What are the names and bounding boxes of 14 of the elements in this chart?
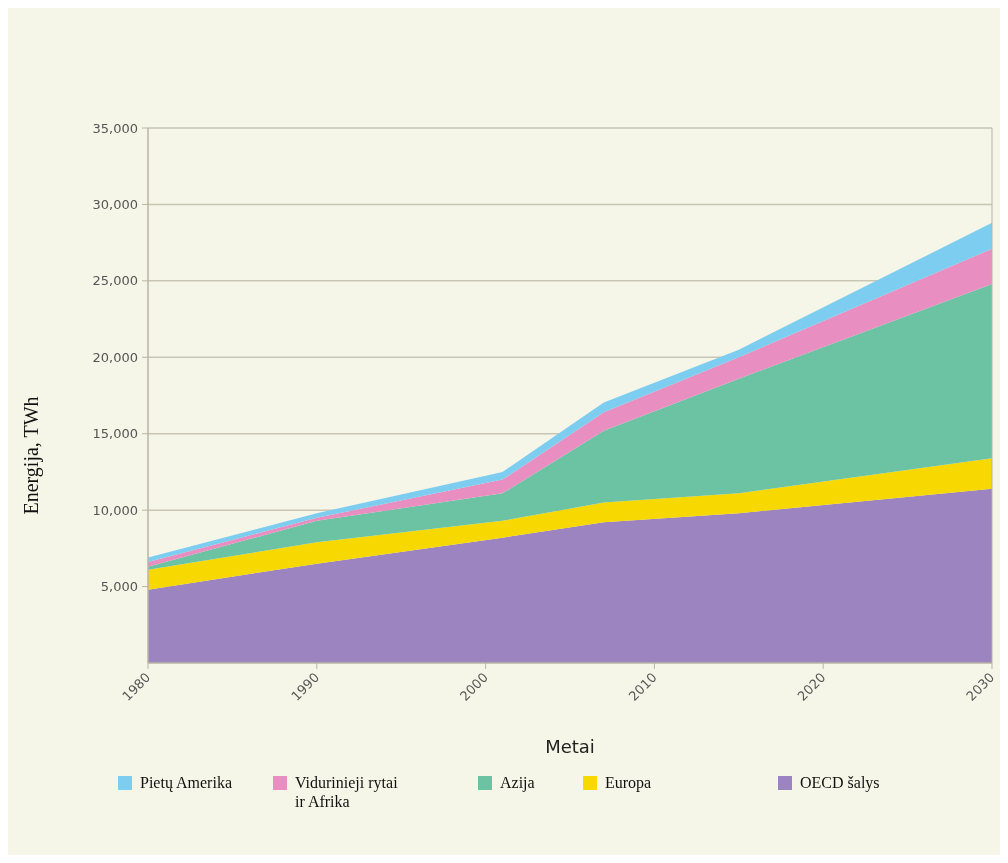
y-axis-title: Energija, TWh bbox=[20, 396, 43, 515]
legend-label: Azija bbox=[500, 774, 535, 792]
x-axis-title: Metai bbox=[545, 736, 595, 757]
legend-label: Europa bbox=[605, 774, 652, 792]
y-tick-label: 5,000 bbox=[100, 579, 138, 595]
y-tick-label: 15,000 bbox=[92, 426, 138, 442]
y-tick-label: 30,000 bbox=[92, 196, 138, 212]
y-tick-label: 20,000 bbox=[92, 349, 138, 365]
y-tick-label: 35,000 bbox=[92, 120, 138, 136]
legend-label: OECD šalys bbox=[800, 774, 880, 792]
legend-label: Vidurinieji rytai ir Afrika bbox=[295, 774, 399, 810]
y-tick-label: 25,000 bbox=[92, 273, 138, 289]
y-tick-label: 10,000 bbox=[92, 502, 138, 518]
legend-label: Pietų Amerika bbox=[140, 774, 232, 792]
